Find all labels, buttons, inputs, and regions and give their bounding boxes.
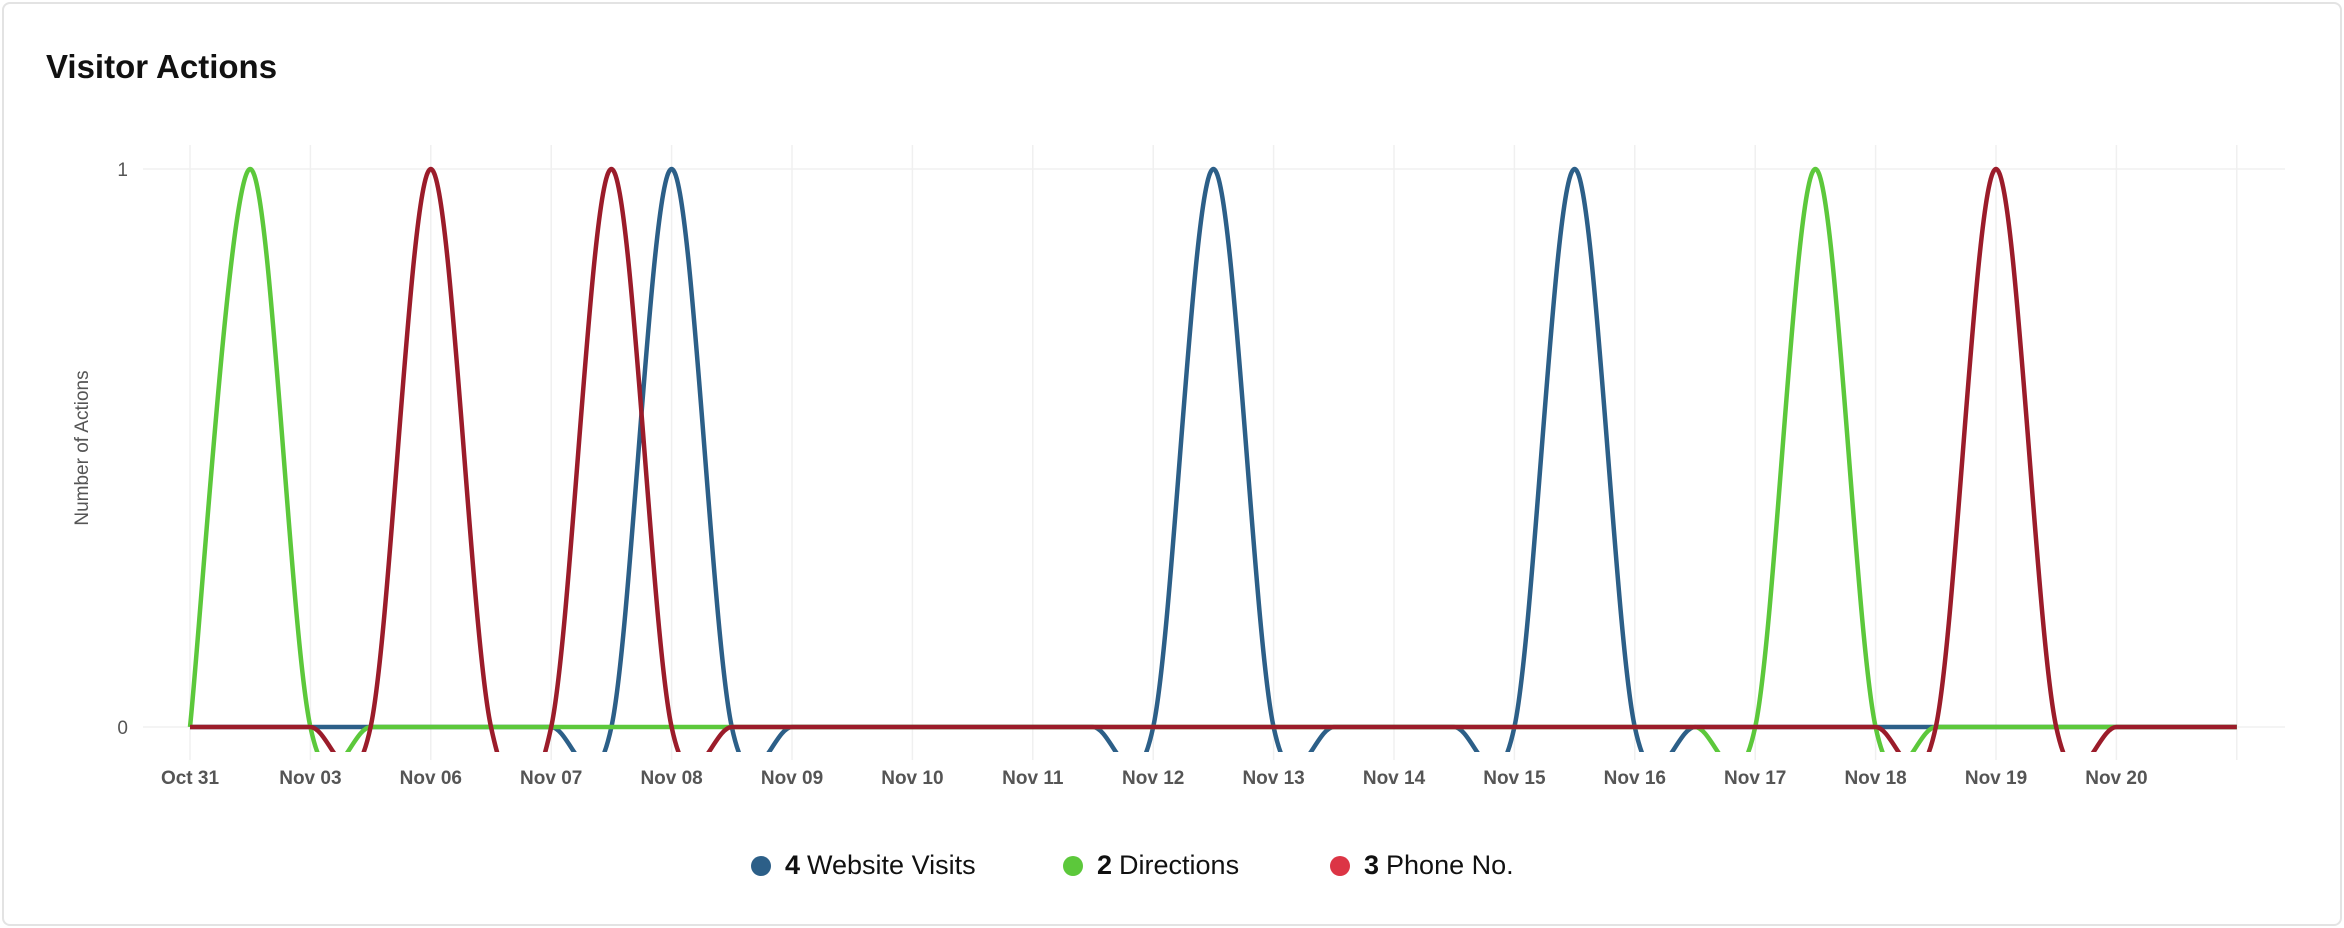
legend-dot-icon xyxy=(1330,855,1350,876)
legend-dot-icon xyxy=(1063,855,1083,876)
legend-count: 3 xyxy=(1364,850,1380,880)
x-tick-label: Nov 16 xyxy=(1604,768,1666,789)
x-tick-label: Nov 06 xyxy=(400,768,462,789)
x-tick-label: Nov 14 xyxy=(1363,768,1426,789)
x-tick-label: Nov 10 xyxy=(881,768,943,789)
x-tick-label: Nov 18 xyxy=(1844,768,1906,789)
chart-title: Visitor Actions xyxy=(46,48,278,85)
legend-label: Phone No. xyxy=(1386,850,1514,880)
y-axis: 01 xyxy=(117,160,128,739)
legend-count: 2 xyxy=(1097,850,1113,880)
legend-label: Directions xyxy=(1119,850,1240,880)
legend: 4 Website Visits 2 Directions 3 Phone No… xyxy=(0,850,2344,886)
x-tick-label: Oct 31 xyxy=(161,768,220,789)
x-tick-label: Nov 15 xyxy=(1483,768,1546,789)
legend-dot-icon xyxy=(751,855,771,876)
series-line-phone-no[interactable] xyxy=(189,166,2237,797)
series-line-website-visits[interactable] xyxy=(189,166,2237,768)
x-tick-label: Nov 09 xyxy=(761,768,823,789)
legend-label: Website Visits xyxy=(807,850,976,880)
x-tick-label: Nov 12 xyxy=(1122,768,1184,789)
legend-item-directions[interactable]: 2 Directions xyxy=(1063,850,1239,881)
y-tick-label: 0 xyxy=(117,718,128,739)
x-tick-label: Nov 19 xyxy=(1965,768,2027,789)
y-tick-label: 1 xyxy=(117,160,128,181)
x-tick-label: Nov 11 xyxy=(1002,768,1064,789)
legend-item-website-visits[interactable]: 4 Website Visits xyxy=(751,850,976,881)
legend-item-phone-no[interactable]: 3 Phone No. xyxy=(1330,850,1514,881)
x-tick-label: Nov 20 xyxy=(2085,768,2147,789)
series-line-directions[interactable] xyxy=(187,166,2237,768)
x-tick-label: Nov 17 xyxy=(1724,768,1786,789)
x-axis: Oct 31 Nov 03 Nov 06 Nov 07 Nov 08 Nov 09 Nov … xyxy=(161,768,2148,789)
y-axis-label: Number of Actions xyxy=(72,370,93,525)
x-tick-label: Nov 07 xyxy=(520,768,582,789)
x-tick-label: Nov 13 xyxy=(1242,768,1304,789)
series-lines xyxy=(187,166,2237,797)
x-tick-label: Nov 08 xyxy=(640,768,702,789)
x-tick-label: Nov 03 xyxy=(279,768,341,789)
legend-count: 4 xyxy=(785,850,801,880)
